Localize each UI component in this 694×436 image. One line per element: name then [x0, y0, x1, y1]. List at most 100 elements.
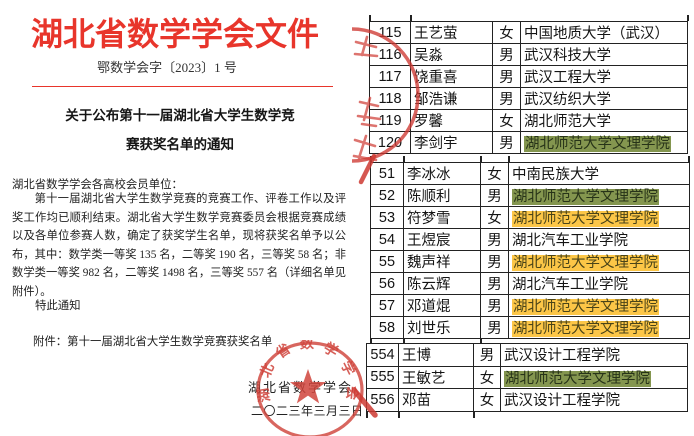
school-cell: 武汉工程大学 — [520, 65, 688, 88]
name-cell: 邓苗 — [398, 388, 474, 412]
notice-title-line1: 关于公布第十一届湖北省大学生数学竞 — [65, 108, 295, 123]
table-row: 52 陈顺利男湖北师范大学文理学院 — [370, 184, 690, 207]
rank-cell: 51 — [370, 162, 404, 185]
school-cell: 湖北汽车工业学院 — [508, 228, 690, 251]
school-cell: 湖北师范大学文理学院 — [500, 365, 688, 389]
salutation: 湖北省数学学会各高校会员单位： — [12, 179, 183, 191]
notice-title-line2: 赛获奖名单的通知 — [126, 137, 234, 152]
name-cell: 符梦雪 — [403, 206, 481, 229]
school-cell: 武汉科技大学 — [520, 43, 688, 66]
table-row: 51 李冰冰女中南民族大学 — [370, 162, 690, 185]
name-cell: 邓道焜 — [403, 294, 481, 317]
gender-cell: 男 — [480, 228, 509, 251]
table-row: 53 符梦雪女湖北师范大学文理学院 — [370, 206, 690, 229]
crop-stub — [687, 15, 689, 21]
crop-stub — [508, 156, 510, 162]
name-cell: 陈顺利 — [403, 184, 481, 207]
highlighted-school: 湖北师范大学文理学院 — [524, 136, 671, 152]
highlighted-school: 湖北师范大学文理学院 — [512, 321, 659, 337]
award-table-3: 554 王博男武汉设计工程学院 555 王敏艺女湖北师范大学文理学院 556 邓苗女武汉设… — [366, 343, 688, 412]
crop-stub — [403, 156, 405, 162]
school-cell: 中国地质大学（武汉） — [520, 21, 688, 44]
gender-cell: 女 — [473, 365, 501, 389]
name-cell: 陈云辉 — [403, 272, 481, 295]
crop-stub — [473, 412, 475, 418]
rank-cell: 54 — [370, 228, 404, 251]
name-cell: 罗馨 — [410, 109, 493, 132]
gender-cell: 男 — [492, 87, 521, 110]
rank-cell: 53 — [370, 206, 404, 229]
document-date: 二〇二三年三月三日 — [251, 404, 364, 418]
crop-stub — [370, 156, 372, 162]
body-paragraph: 第十一届湖北省大学生数学竞赛的竞赛工作、评卷工作以及评奖工作均已顺利结束。湖北省… — [12, 193, 346, 298]
rank-cell: 120 — [369, 131, 411, 154]
rank-cell: 57 — [370, 294, 404, 317]
highlighted-school: 湖北师范大学文理学院 — [512, 189, 659, 205]
name-cell: 李剑宇 — [410, 131, 493, 154]
gender-cell: 男 — [492, 43, 521, 66]
gender-cell: 男 — [473, 343, 501, 367]
name-cell: 饶重喜 — [410, 65, 493, 88]
gender-cell: 女 — [492, 21, 521, 44]
crop-stub — [480, 338, 482, 344]
rank-cell: 58 — [370, 316, 404, 339]
table-row: 55 魏声祥男湖北师范大学文理学院 — [370, 250, 690, 273]
document-org-title: 湖北省数学学会文件 — [30, 16, 319, 52]
gender-cell: 女 — [492, 109, 521, 132]
name-cell: 魏声祥 — [403, 250, 481, 273]
gender-cell: 男 — [492, 131, 521, 154]
gender-cell: 女 — [473, 388, 501, 412]
document-number: 鄂数学会字〔2023〕1 号 — [97, 60, 237, 75]
name-cell: 王敏艺 — [398, 365, 474, 389]
crop-stub — [370, 338, 372, 344]
gender-cell: 女 — [480, 162, 509, 185]
crop-stub — [398, 412, 400, 418]
school-cell: 武汉设计工程学院 — [500, 388, 688, 412]
table-row: 120 李剑宇男湖北师范大学文理学院 — [369, 131, 688, 154]
award-tables: 115 王艺萤女中国地质大学（武汉） 116 吴淼男武汉科技大学 117 饶重喜男武汉工程… — [352, 0, 694, 436]
crop-stub — [688, 156, 690, 162]
rank-cell: 118 — [369, 87, 411, 110]
crop-stub — [369, 15, 371, 21]
table-row: 115 王艺萤女中国地质大学（武汉） — [369, 21, 688, 44]
name-cell: 吴淼 — [410, 43, 493, 66]
rank-cell: 554 — [366, 343, 399, 367]
school-cell: 湖北师范大学文理学院 — [508, 294, 690, 317]
signature-org: 湖北省数学学会 — [248, 380, 354, 395]
rank-cell: 555 — [366, 365, 399, 389]
name-cell: 王艺萤 — [410, 21, 493, 44]
school-cell: 武汉设计工程学院 — [500, 343, 688, 367]
rank-cell: 117 — [369, 65, 411, 88]
school-cell: 湖北师范大学文理学院 — [508, 206, 690, 229]
school-cell: 湖北师范大学 — [520, 109, 688, 132]
school-cell: 湖北汽车工业学院 — [508, 272, 690, 295]
school-cell: 中南民族大学 — [508, 162, 690, 185]
crop-stub — [410, 15, 412, 21]
table-row: 119 罗馨女湖北师范大学 — [369, 109, 688, 132]
rank-cell: 556 — [366, 388, 399, 412]
highlighted-school: 湖北师范大学文理学院 — [512, 211, 659, 227]
closing-line: 特此通知 — [35, 300, 81, 312]
table-row: 118 邹浩谦男武汉纺织大学 — [369, 87, 688, 110]
school-cell: 湖北师范大学文理学院 — [508, 316, 690, 339]
name-cell: 王煜宸 — [403, 228, 481, 251]
award-table-2: 51 李冰冰女中南民族大学 52 陈顺利男湖北师范大学文理学院 53 符梦雪女湖北师范大学… — [370, 162, 690, 339]
table-row: 57 邓道焜男湖北师范大学文理学院 — [370, 294, 690, 317]
red-divider-line — [32, 86, 333, 87]
rank-cell: 115 — [369, 21, 411, 44]
name-cell: 刘世乐 — [403, 316, 481, 339]
table-row: 54 王煜宸男湖北汽车工业学院 — [370, 228, 690, 251]
school-cell: 湖北师范大学文理学院 — [520, 131, 688, 154]
crop-stub — [366, 412, 368, 418]
gender-cell: 男 — [480, 316, 509, 339]
school-cell: 湖北师范大学文理学院 — [508, 250, 690, 273]
table-row: 56 陈云辉男湖北汽车工业学院 — [370, 272, 690, 295]
gender-cell: 男 — [480, 294, 509, 317]
table-row: 58 刘世乐男湖北师范大学文理学院 — [370, 316, 690, 339]
name-cell: 王博 — [398, 343, 474, 367]
gender-cell: 男 — [492, 65, 521, 88]
name-cell: 邹浩谦 — [410, 87, 493, 110]
rank-cell: 116 — [369, 43, 411, 66]
gender-cell: 男 — [480, 250, 509, 273]
